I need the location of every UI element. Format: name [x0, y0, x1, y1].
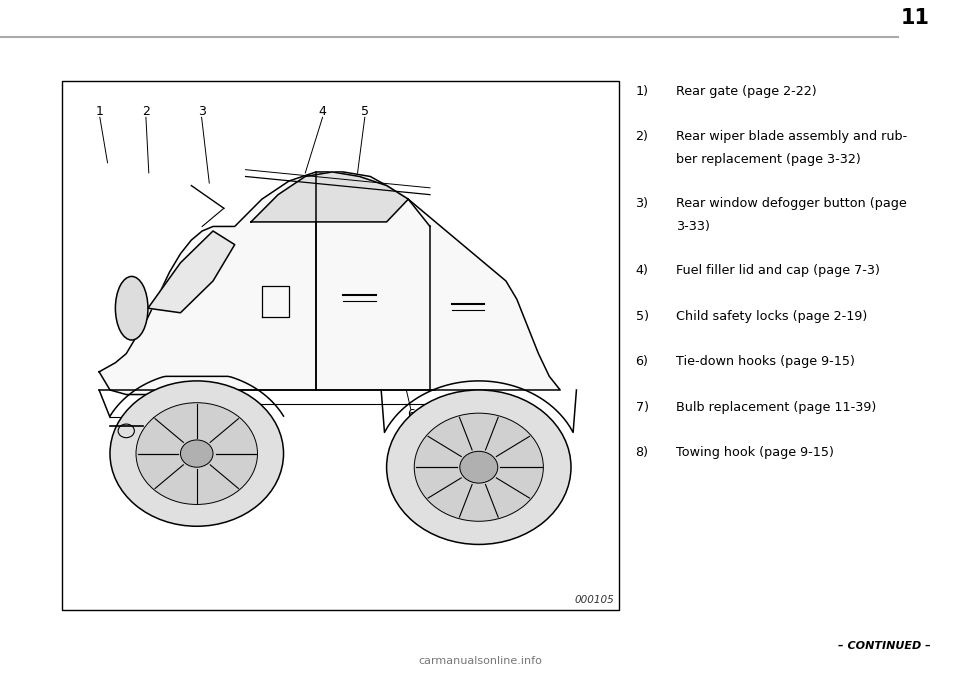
Bar — [154, 417, 180, 431]
Bar — [62, 81, 619, 610]
Polygon shape — [99, 172, 560, 395]
Text: 3: 3 — [198, 105, 205, 119]
Ellipse shape — [115, 277, 148, 340]
Text: 8): 8) — [636, 446, 649, 459]
Text: Fuel filler lid and cap (page 7-3): Fuel filler lid and cap (page 7-3) — [676, 264, 879, 277]
Text: 1): 1) — [636, 85, 649, 98]
Circle shape — [180, 440, 213, 467]
Text: Rear wiper blade assembly and rub-: Rear wiper blade assembly and rub- — [676, 130, 907, 143]
Text: 7: 7 — [200, 408, 207, 422]
Polygon shape — [251, 172, 408, 222]
Text: Bulb replacement (page 11-39): Bulb replacement (page 11-39) — [676, 401, 876, 414]
Text: Towing hook (page 9-15): Towing hook (page 9-15) — [676, 446, 833, 459]
Circle shape — [136, 403, 257, 504]
Text: 5: 5 — [361, 105, 369, 119]
Text: 6: 6 — [407, 408, 415, 422]
Text: 7): 7) — [636, 401, 649, 414]
Circle shape — [415, 413, 543, 521]
Circle shape — [110, 381, 283, 526]
Text: 2: 2 — [142, 105, 150, 119]
Text: 4): 4) — [636, 264, 648, 277]
Circle shape — [460, 452, 498, 483]
Text: Rear gate (page 2-22): Rear gate (page 2-22) — [676, 85, 816, 98]
Circle shape — [387, 390, 571, 544]
Text: 1: 1 — [96, 105, 104, 119]
Text: ber replacement (page 3-32): ber replacement (page 3-32) — [676, 153, 860, 166]
Polygon shape — [148, 231, 234, 313]
Text: 4: 4 — [319, 105, 326, 119]
Text: 2): 2) — [636, 130, 648, 143]
Text: 8: 8 — [148, 408, 156, 422]
Text: Child safety locks (page 2-19): Child safety locks (page 2-19) — [676, 310, 867, 323]
Text: 000105: 000105 — [575, 595, 614, 605]
Text: 3): 3) — [636, 197, 649, 210]
Text: 11: 11 — [900, 9, 929, 28]
Text: 3-33): 3-33) — [676, 220, 709, 233]
Text: Tie-down hooks (page 9-15): Tie-down hooks (page 9-15) — [676, 355, 854, 368]
Text: 6): 6) — [636, 355, 648, 368]
Text: – CONTINUED –: – CONTINUED – — [838, 641, 931, 651]
Text: 5): 5) — [636, 310, 649, 323]
Text: Rear window defogger button (page: Rear window defogger button (page — [676, 197, 906, 210]
Bar — [191, 417, 219, 431]
Text: carmanualsonline.info: carmanualsonline.info — [418, 656, 542, 666]
